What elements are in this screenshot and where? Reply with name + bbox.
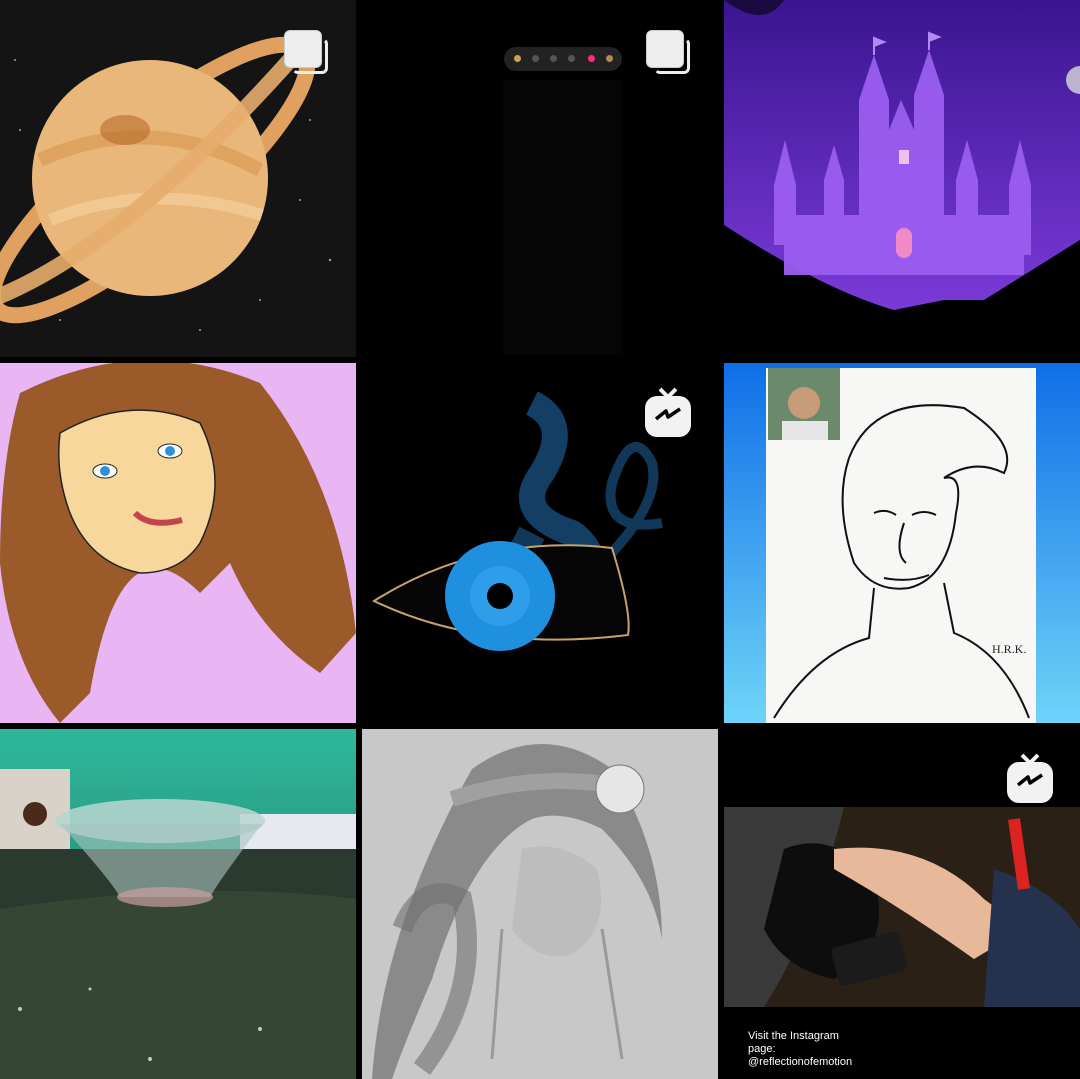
- igtv-icon: [644, 387, 692, 439]
- pencil-girl-image: [362, 729, 718, 1079]
- multi-image-icon: [646, 30, 692, 76]
- video-caption: Visit the Instagram page: @reflectionofe…: [748, 1030, 898, 1069]
- color-dot: [606, 55, 613, 62]
- post-tile-saturn[interactable]: [0, 0, 356, 357]
- tool-dot: [532, 55, 539, 62]
- caption-line: Visit the Instagram: [748, 1030, 839, 1042]
- tool-dot: [568, 55, 575, 62]
- post-tile-pencil-girl[interactable]: [362, 729, 718, 1079]
- drawing-toolbar: [504, 47, 622, 71]
- post-tile-video[interactable]: Visit the Instagram page: @reflectionofe…: [724, 729, 1080, 1079]
- color-dot: [588, 55, 595, 62]
- caption-line: page:: [748, 1043, 776, 1055]
- post-tile-boy-sketch[interactable]: H.R.K.: [724, 363, 1080, 723]
- tool-dot: [550, 55, 557, 62]
- multi-image-icon: [284, 30, 330, 76]
- glass-bowl-image: [0, 729, 356, 1079]
- post-tile-glass-bowl[interactable]: [0, 729, 356, 1079]
- girl-portrait-image: [0, 363, 356, 723]
- igtv-icon: [1006, 753, 1054, 805]
- eye-image: [362, 363, 718, 723]
- pen-tool-icon: [514, 55, 521, 62]
- post-tile-eye[interactable]: [362, 363, 718, 723]
- post-tile-girl-portrait[interactable]: [0, 363, 356, 723]
- castle-image: [724, 0, 1080, 357]
- post-tile-castle[interactable]: [724, 0, 1080, 357]
- signature: H.R.K.: [992, 642, 1026, 656]
- boy-sketch-image: H.R.K.: [724, 363, 1080, 723]
- caption-handle[interactable]: @reflectionofemotion: [748, 1056, 853, 1068]
- post-tile-drawing-app[interactable]: [362, 0, 718, 357]
